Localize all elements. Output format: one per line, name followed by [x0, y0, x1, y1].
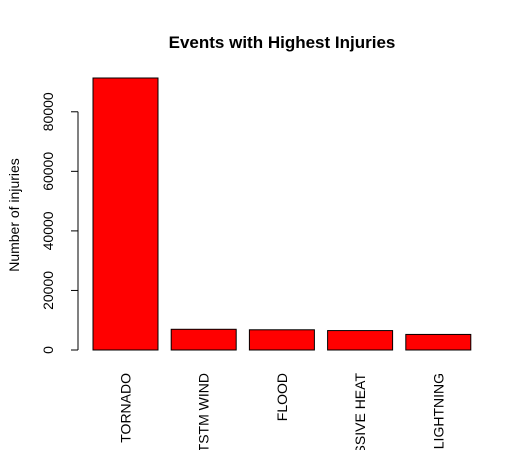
y-axis: 0 20000 40000 60000 80000 [40, 92, 79, 354]
y-axis-label: Number of injuries [6, 158, 22, 272]
x-category-label: TORNADO [118, 373, 134, 443]
bar [405, 333, 472, 351]
bar [248, 329, 315, 351]
bars-group [92, 77, 472, 351]
y-tick-label: 0 [40, 346, 56, 354]
x-category-labels: TORNADO TSTM WIND FLOOD EXCESSIVE HEAT LIGHT… [118, 373, 447, 455]
x-category-label: LIGHTNING [430, 373, 446, 449]
x-category-label: FLOOD [274, 373, 290, 421]
bar [170, 328, 237, 351]
bar [327, 330, 394, 351]
x-category-label: TSTM WIND [196, 373, 212, 450]
y-tick-label: 60000 [40, 152, 56, 191]
y-tick-label: 20000 [40, 271, 56, 310]
y-tick-label: 80000 [40, 92, 56, 131]
bar [92, 77, 159, 351]
x-category-label: EXCESSIVE HEAT [352, 373, 368, 450]
chart-title: Events with Highest Injuries [169, 33, 396, 52]
y-tick-label: 40000 [40, 211, 56, 250]
